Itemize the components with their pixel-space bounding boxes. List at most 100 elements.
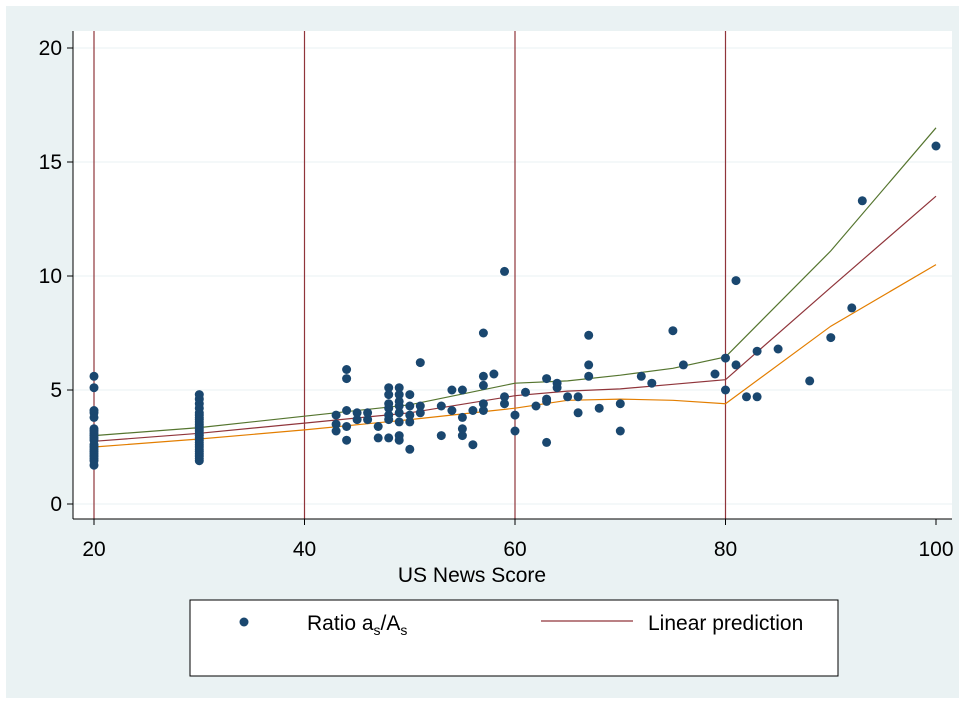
legend-ratio-mid: /A xyxy=(381,612,401,635)
data-point xyxy=(510,410,520,420)
x-tick-label: 40 xyxy=(293,538,316,561)
data-point xyxy=(394,431,404,441)
data-point xyxy=(415,401,425,411)
legend-ratio-prefix: Ratio a xyxy=(307,612,374,635)
data-point xyxy=(468,440,478,450)
data-point xyxy=(394,390,404,400)
data-point xyxy=(342,435,352,445)
data-point xyxy=(394,396,404,406)
data-point xyxy=(457,412,467,422)
data-point xyxy=(405,401,415,411)
data-point xyxy=(752,346,762,356)
data-point xyxy=(384,383,394,393)
data-point xyxy=(89,383,99,393)
data-point xyxy=(447,385,457,395)
plot-area xyxy=(73,31,952,519)
data-point xyxy=(752,392,762,402)
data-point xyxy=(731,360,741,370)
data-point xyxy=(857,196,867,206)
data-point xyxy=(521,387,530,397)
data-point xyxy=(405,390,415,400)
data-point xyxy=(500,392,509,402)
x-axis-title: US News Score xyxy=(398,564,546,587)
data-point xyxy=(363,415,373,425)
data-point xyxy=(342,374,352,384)
data-point xyxy=(500,399,509,409)
data-point xyxy=(89,424,99,434)
data-point xyxy=(510,426,520,436)
data-point xyxy=(478,328,488,338)
legend-box xyxy=(189,599,839,677)
data-point xyxy=(594,403,604,413)
data-point xyxy=(468,406,478,415)
data-point xyxy=(405,410,415,420)
data-point xyxy=(615,399,625,409)
y-tick-label: 5 xyxy=(50,379,62,402)
data-point xyxy=(415,408,425,418)
data-point xyxy=(710,369,720,379)
data-point xyxy=(584,360,594,370)
data-point xyxy=(405,444,415,454)
x-tick-label: 100 xyxy=(918,538,953,561)
data-point xyxy=(89,406,99,415)
data-point xyxy=(931,141,941,151)
data-point xyxy=(331,426,341,436)
data-point xyxy=(478,399,488,409)
y-axis: 0 5 10 15 20 xyxy=(39,31,74,519)
data-point xyxy=(457,424,467,434)
data-point xyxy=(563,392,573,402)
data-point xyxy=(636,371,646,381)
data-point xyxy=(384,390,394,400)
y-tick-label: 0 xyxy=(50,493,62,516)
x-tick-label: 60 xyxy=(503,538,526,561)
data-point xyxy=(331,419,341,429)
data-point xyxy=(742,392,751,402)
legend-label-prediction: Linear prediction xyxy=(648,612,803,635)
data-point xyxy=(331,410,341,420)
data-point xyxy=(342,406,352,415)
data-point xyxy=(721,385,730,395)
data-point xyxy=(384,399,394,409)
legend-ratio-sub2: s xyxy=(400,622,407,638)
data-point xyxy=(415,358,425,368)
data-point xyxy=(478,371,488,381)
data-point xyxy=(436,431,446,441)
data-point xyxy=(573,408,583,418)
data-point xyxy=(352,415,362,425)
data-point xyxy=(773,344,783,354)
data-point xyxy=(500,266,509,276)
y-tick-label: 20 xyxy=(39,37,62,60)
data-point xyxy=(721,353,730,363)
x-tick-label: 80 xyxy=(714,538,737,561)
y-tick-label: 15 xyxy=(39,151,62,174)
data-point xyxy=(668,326,678,336)
x-tick-label: 20 xyxy=(82,538,105,561)
data-point xyxy=(584,371,594,381)
data-point xyxy=(89,371,99,381)
y-tick-label: 10 xyxy=(39,265,62,288)
data-point xyxy=(542,394,552,404)
legend-marker-ratio xyxy=(239,617,249,627)
data-point xyxy=(531,401,541,411)
data-point xyxy=(542,437,552,447)
x-axis: 20 40 60 80 100 xyxy=(73,518,954,561)
data-point xyxy=(405,417,415,427)
data-point xyxy=(615,426,625,436)
data-point xyxy=(573,392,583,402)
data-point xyxy=(384,433,394,443)
data-point xyxy=(478,406,488,415)
data-point xyxy=(552,378,562,388)
data-point xyxy=(394,417,404,427)
data-point xyxy=(647,378,657,388)
data-point xyxy=(457,431,467,441)
data-point xyxy=(731,276,741,286)
legend: Ratio as/As Linear prediction xyxy=(189,599,839,677)
data-point xyxy=(394,408,404,418)
data-point xyxy=(373,422,383,431)
data-point xyxy=(384,410,394,420)
data-point xyxy=(342,365,352,374)
data-point xyxy=(678,360,688,370)
data-point xyxy=(584,330,594,340)
data-point xyxy=(194,390,204,400)
